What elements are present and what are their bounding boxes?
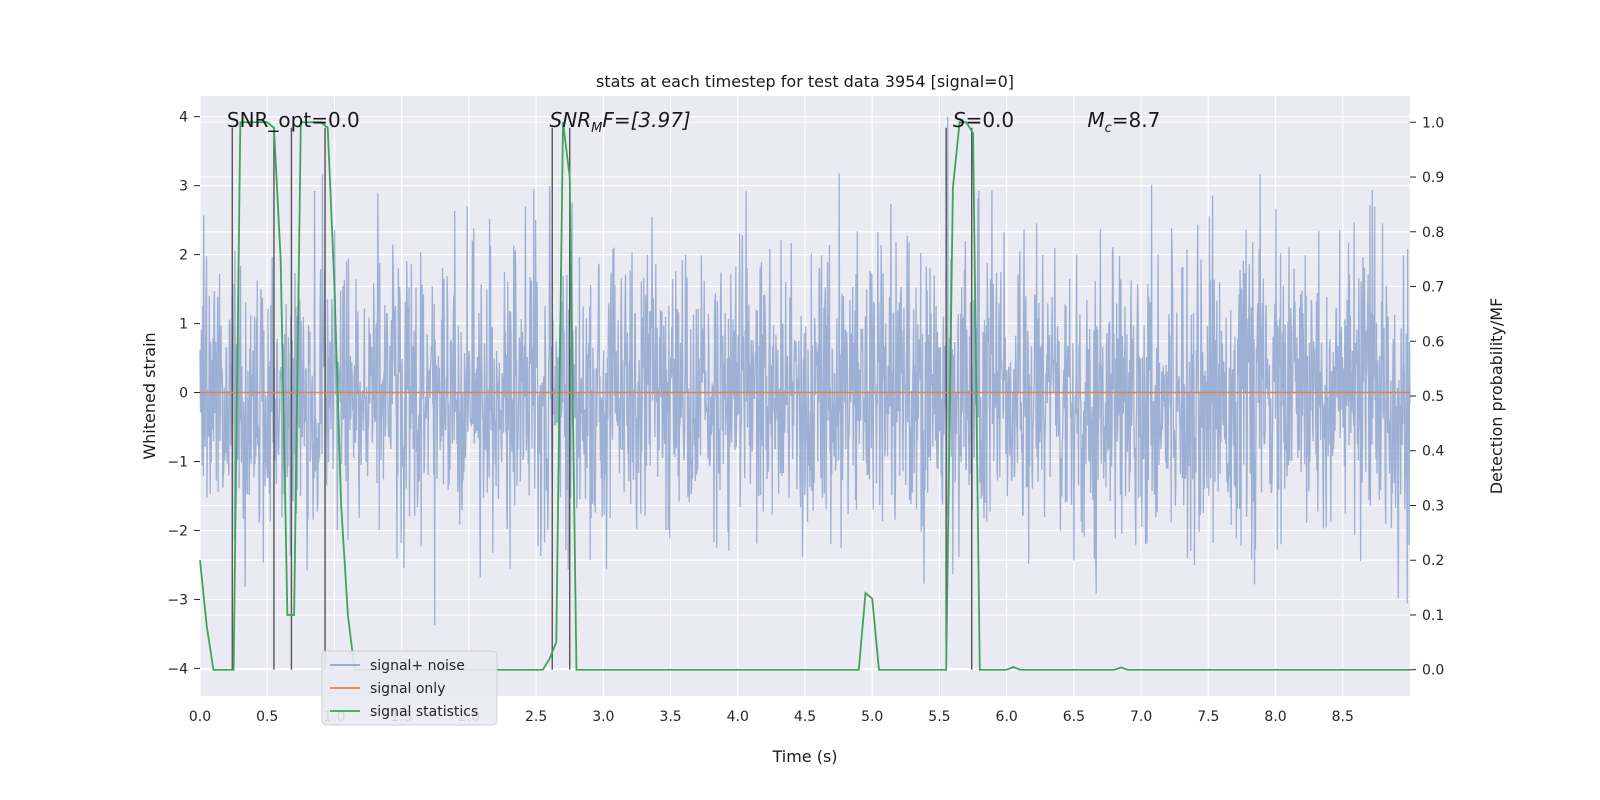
y-ticks-left: 4 3 2 1 0 −1 −2 −3 −4 [167,110,200,677]
annotation-s-main: S [953,108,966,132]
annotation-mc-main: M [1087,108,1104,132]
y-tick-label: 4 [179,110,188,126]
annotation-snr-mf-sub: M [591,121,602,136]
y-tick-label: 1 [179,317,188,333]
x-tick-label: 3.0 [592,709,614,725]
statistics-series [199,121,1410,671]
legend-label: signal only [370,681,445,697]
annotation-snr-mf-rest: F=[3.97] [602,108,690,132]
y-tick-label-right: 0.4 [1422,444,1444,460]
noise-line [199,116,1411,626]
y-axis-label-right: Detection probability/MF [1487,298,1506,495]
y-tick-label: −1 [167,455,188,471]
annotation-s: S=0.0 [953,108,1014,132]
y-tick-label: 0 [179,386,188,402]
x-tick-label: 5.0 [861,709,883,725]
x-tick-label: 7.5 [1197,709,1219,725]
annotation-s-rest: =0.0 [966,108,1015,132]
annotation-snr-mf-main: SNR [550,108,592,132]
annotation-snr-opt: SNR_opt=0.0 [227,108,360,132]
x-tick-label: 0.0 [189,709,211,725]
legend-label: signal+ noise [370,658,465,674]
y-tick-label-right: 0.0 [1422,663,1444,679]
y-tick-label-right: 0.5 [1422,389,1444,405]
x-tick-label: 8.0 [1264,709,1286,725]
y-tick-label: −3 [167,592,188,608]
y-tick-label-right: 0.3 [1422,498,1444,514]
x-tick-label: 4.0 [727,709,749,725]
y-tick-label: 3 [179,179,188,195]
x-tick-label: 0.5 [256,709,278,725]
y-tick-label: −2 [167,523,188,539]
y-ticks-right: 1.0 0.9 0.8 0.7 0.6 0.5 0.4 0.3 0.2 0.1 0.0 [1410,115,1444,679]
x-tick-label: 6.0 [996,709,1018,725]
y-tick-label: −4 [167,661,188,677]
annotation-snr-mf: SNRMF=[3.97] [550,108,691,136]
y-tick-label-right: 0.9 [1422,170,1444,186]
legend-box [321,650,498,726]
annotation-mc-rest: =8.7 [1112,108,1161,132]
y-tick-label-right: 1.0 [1422,115,1444,131]
statistics-line [199,121,1410,671]
y-tick-label-right: 0.7 [1422,280,1444,296]
y-tick-label-right: 0.2 [1422,553,1444,569]
x-axis-label: Time (s) [771,747,837,766]
legend-label: signal statistics [370,704,478,720]
legend: signal+ noise signal only signal statistic… [321,650,498,726]
markers [231,127,973,670]
y-tick-label-right: 0.6 [1422,334,1444,350]
x-tick-label: 6.5 [1063,709,1085,725]
x-tick-label: 5.5 [928,709,950,725]
x-tick-label: 4.5 [794,709,816,725]
y-tick-label-right: 0.1 [1422,608,1444,624]
x-tick-label: 3.5 [659,709,681,725]
noise-series [199,116,1411,626]
y-tick-label-right: 0.8 [1422,225,1444,241]
x-tick-label: 7.0 [1130,709,1152,725]
y-axis-label-left: Whitened strain [140,332,159,459]
chart-title: stats at each timestep for test data 395… [596,72,1014,91]
y-tick-label: 2 [179,248,188,264]
annotation-mc: Mc=8.7 [1087,108,1160,136]
annotation-mc-sub: c [1105,121,1112,136]
x-tick-label: 2.5 [525,709,547,725]
x-tick-label: 8.5 [1332,709,1354,725]
